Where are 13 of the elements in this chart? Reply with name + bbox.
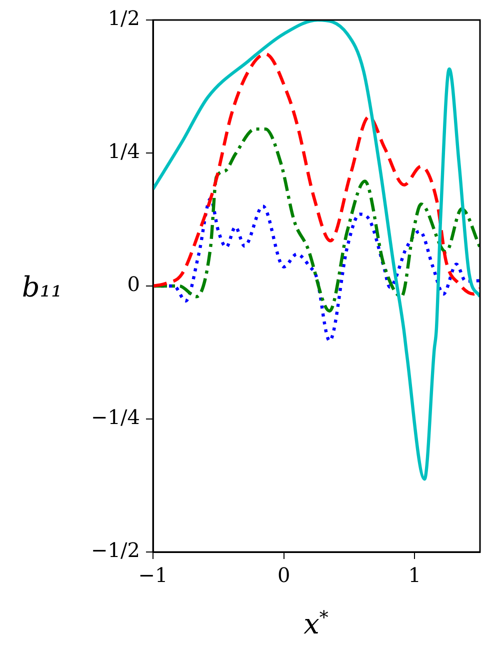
y-tick-label: −1/4: [91, 405, 140, 430]
line-series: [153, 127, 480, 313]
x-axis-title: x$^{*}$: [304, 607, 328, 641]
y-tick-label: 0: [127, 272, 140, 296]
x-tick-label: 0: [277, 563, 290, 588]
y-tick-label: 1/2: [108, 6, 140, 30]
y-tick-label: 1/4: [108, 139, 140, 164]
line-series: [153, 52, 480, 296]
x-tick-label: −1: [138, 563, 168, 588]
line-series: [153, 20, 480, 481]
y-tick-label: −1/2: [91, 538, 140, 562]
x-tick-label: 1: [408, 563, 421, 588]
y-axis-title: b₁₁: [22, 270, 62, 304]
